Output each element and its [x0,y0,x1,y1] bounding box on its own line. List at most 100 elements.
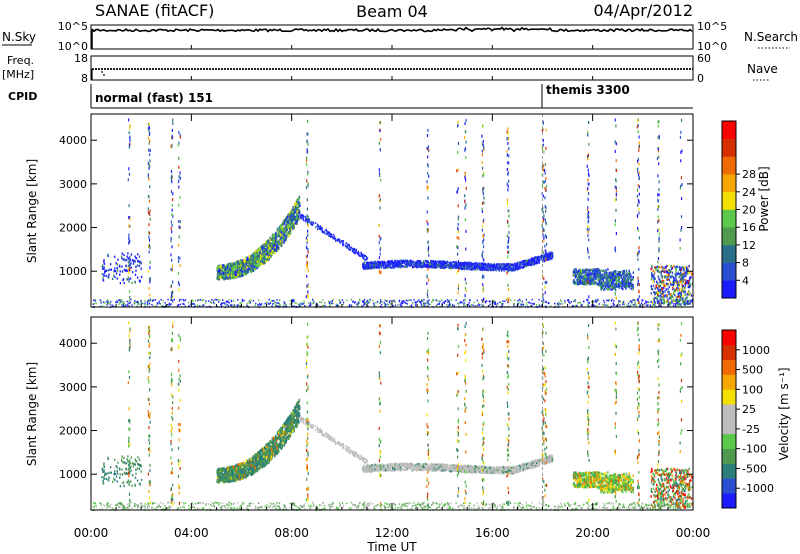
power-cell [615,285,617,288]
power-cell [573,273,575,277]
power-cell [494,263,496,266]
power-cell [519,267,521,270]
power-cell [408,261,410,264]
power-cell [315,222,317,224]
power-cell [134,302,136,305]
power-cell [412,263,415,266]
power-cell [255,251,258,255]
power-cell [657,269,659,272]
power-cell [686,280,688,283]
power-cell [309,302,312,305]
power-cell [464,304,466,306]
power-cell [296,214,299,218]
power-cell [386,266,388,269]
power-cell [473,267,475,270]
power-cell [494,267,496,270]
power-cell [579,270,581,274]
power-cell [374,260,376,263]
power-cell [671,267,673,270]
power-cell [315,304,317,307]
power-cell [437,264,439,267]
power-cell [444,266,447,269]
power-cell [548,255,550,258]
power-cell [134,281,136,284]
power-cell [550,251,552,254]
power-cell [240,259,243,263]
power-cell [441,263,444,266]
power-cell [598,280,600,283]
nsearch-label: N.Search [744,30,798,44]
power-cell [217,277,220,281]
power-cell [443,262,446,265]
power-cell [448,262,451,265]
power-cell [545,305,547,307]
power-cell [668,278,671,282]
power-cell [440,264,442,266]
power-cell [668,270,670,273]
power-cell [599,271,601,274]
power-cell [496,263,498,265]
power-cell [682,280,684,283]
power-cell [577,271,579,274]
power-cell [579,269,582,272]
power-cell [575,304,577,307]
nsky-label: N.Sky [2,30,36,44]
power-cell [140,275,143,278]
power-cell [499,264,501,267]
power-cell [231,272,234,276]
power-cell [442,301,444,304]
power-cell [550,305,552,307]
power-cell [184,299,187,301]
power-cell [274,245,276,249]
power-cell [602,303,604,306]
power-cell [653,275,655,278]
power-cell [581,303,583,306]
power-cell [424,303,426,305]
power-cell [389,263,391,266]
power-cell [289,213,292,217]
power-cell [608,272,610,275]
power-cell [614,270,616,273]
power-cell [299,204,301,207]
power-cell [279,230,281,234]
power-cell [615,282,617,285]
power-cell [469,267,471,270]
power-cell [662,268,665,271]
power-cell [625,278,627,281]
power-cell [261,248,264,252]
power-cell [277,247,280,250]
nsky-ytick-right-top: 10^5 [697,20,727,33]
power-cell [558,301,560,304]
power-cell [227,274,229,278]
power-cell [160,298,162,301]
power-cell [509,264,511,267]
power-cell [293,225,295,228]
power-cell [558,305,560,308]
power-cell [276,243,278,247]
power-cell [302,217,304,220]
power-cell [257,251,259,255]
power-cell [607,276,609,279]
power-cell [400,264,403,266]
power-cell [263,246,265,249]
power-cell [433,265,435,268]
power-cell [366,258,368,261]
power-cell [454,261,456,263]
power-cell [468,266,470,269]
nsky-panel: N.Sky 10^5 10^0 10^5 10^0 N.Search [2,20,798,53]
power-cell [106,300,108,303]
power-cell [549,258,551,261]
power-cell [263,261,265,265]
power-cell [102,276,104,279]
power-cell [583,280,585,284]
power-cell [301,215,303,218]
power-cell [590,272,593,275]
power-cell [578,271,580,274]
power-cell [212,301,215,304]
power-cell [127,265,130,268]
power-cell [271,305,273,307]
power-cell [651,288,654,291]
power-cell [491,265,494,268]
power-cell [270,252,273,255]
power-cell [612,279,614,283]
